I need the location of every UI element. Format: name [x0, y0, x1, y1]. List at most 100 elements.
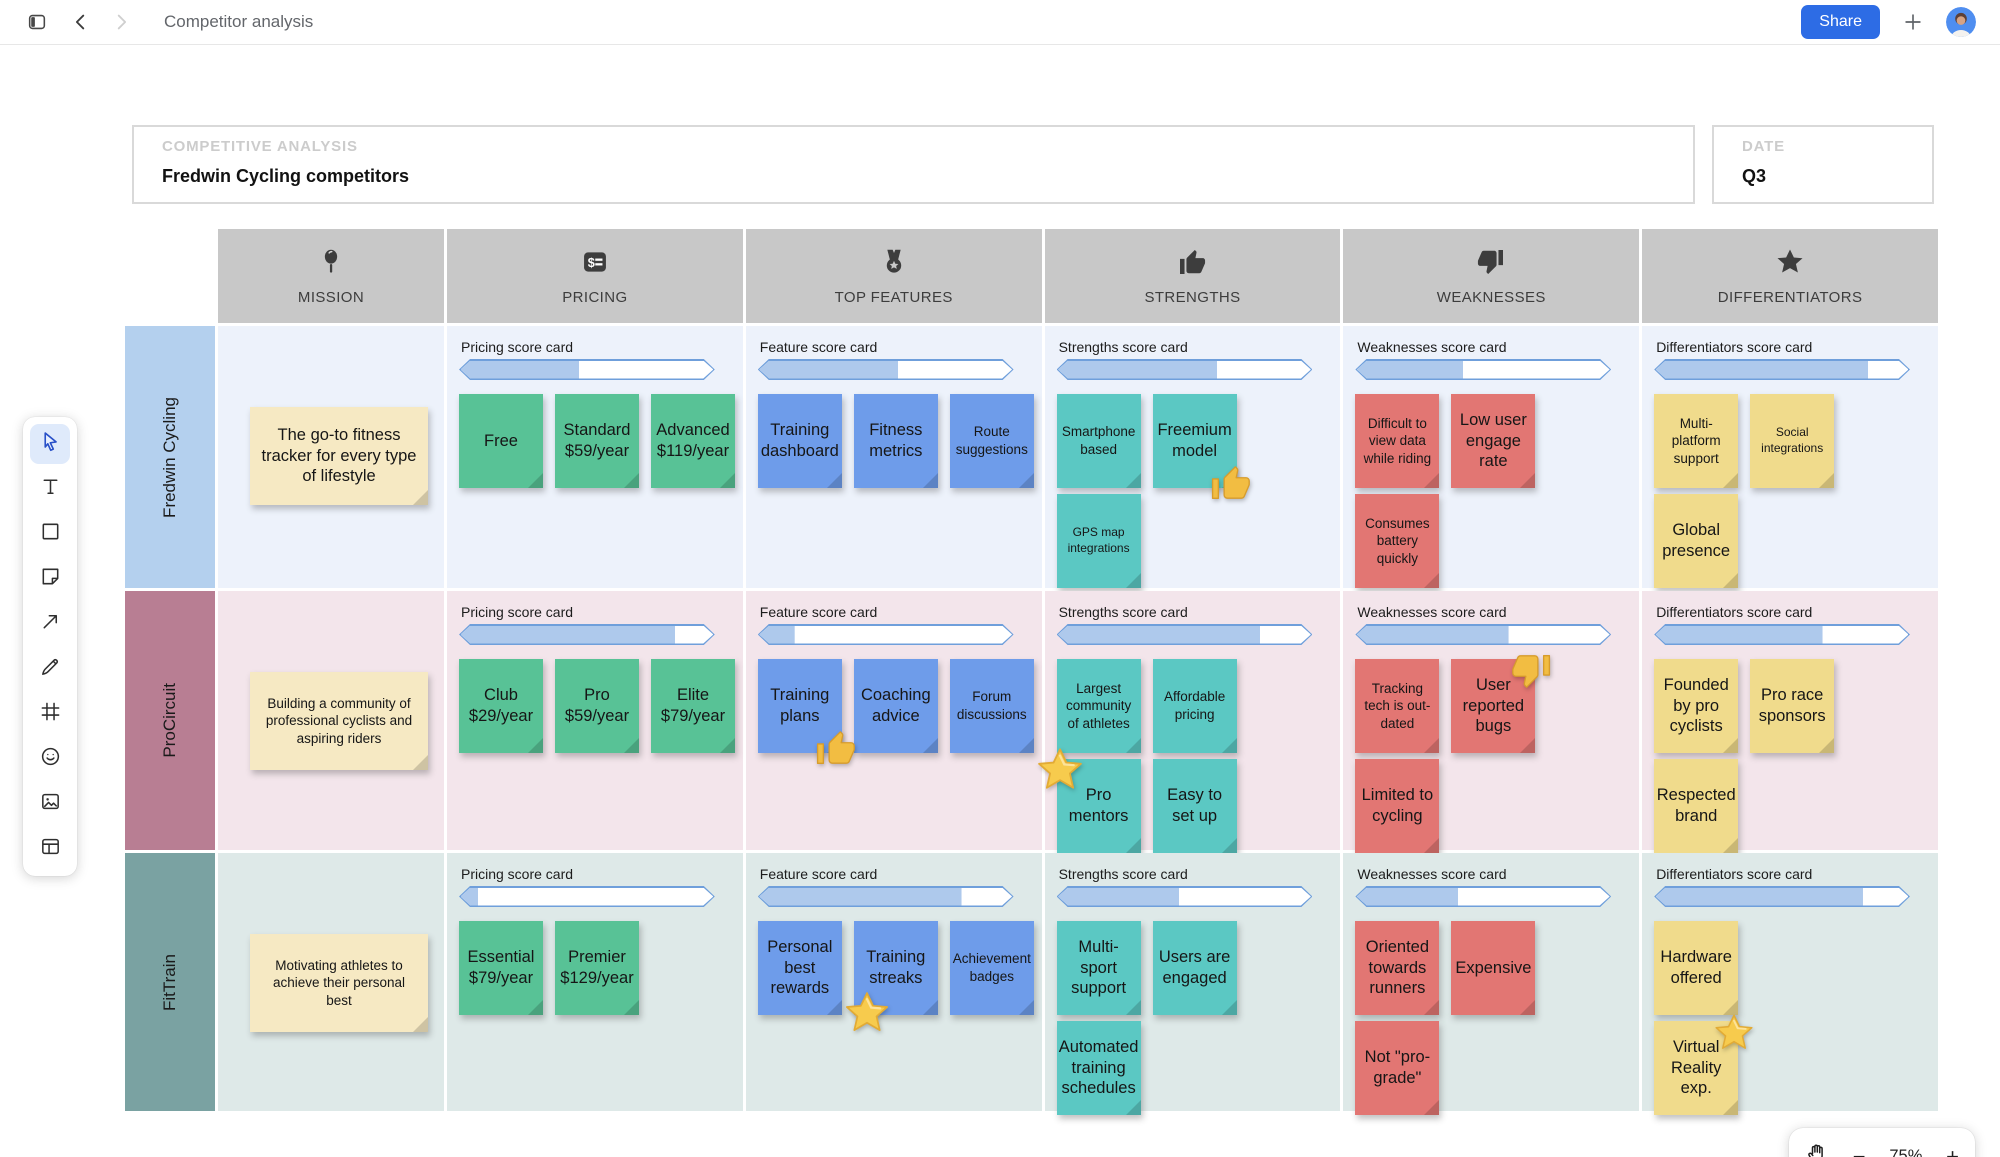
score-card-bar[interactable]	[758, 886, 1014, 907]
sticky-note[interactable]: Largest community of athletes	[1056, 659, 1141, 753]
zoom-level[interactable]: 75%	[1889, 1147, 1923, 1157]
sticky-note[interactable]: Tracking tech is out-dated	[1355, 659, 1440, 753]
sticky-note[interactable]: Not "pro-grade"	[1355, 1021, 1440, 1115]
add-icon[interactable]	[1898, 7, 1928, 37]
sticky-note[interactable]: Building a community of professional cyc…	[250, 672, 428, 770]
text-tool[interactable]	[30, 469, 70, 509]
sticky-note[interactable]: Pro mentors	[1037, 748, 1141, 853]
document-title[interactable]: Competitor analysis	[164, 12, 314, 31]
sticky-note[interactable]: Motivating athletes to achieve their per…	[250, 934, 428, 1032]
sidebar-toggle-icon[interactable]	[22, 7, 52, 37]
sticky-note[interactable]: Consumes battery quickly	[1355, 494, 1440, 588]
sticky-note[interactable]: Freemium model	[1152, 394, 1250, 500]
star-emoji[interactable]	[1711, 1010, 1757, 1056]
thumbs-down-emoji[interactable]	[1508, 648, 1554, 694]
zoom-out-button[interactable]: −	[1852, 1143, 1866, 1157]
sticky-note[interactable]: Fitness metrics	[853, 394, 938, 488]
emoji-tool[interactable]	[30, 739, 70, 779]
score-card-bar[interactable]	[1355, 359, 1611, 380]
sticky-note[interactable]: The go-to fitness tracker for every type…	[250, 407, 428, 505]
sticky-note[interactable]: Virtual Reality exp.	[1654, 1014, 1753, 1115]
frame-tool[interactable]	[30, 694, 70, 734]
sticky-note[interactable]: Founded by pro cyclists	[1654, 659, 1739, 753]
thumbs-up-emoji[interactable]	[1208, 460, 1254, 506]
back-chevron-icon[interactable]	[66, 7, 96, 37]
sticky-note[interactable]: Low user engage rate	[1451, 394, 1536, 488]
sticky-note[interactable]: Achievement badges	[949, 921, 1034, 1015]
sticky-note[interactable]: Hardware offered	[1654, 921, 1739, 1015]
column-header-differentiators[interactable]: DIFFERENTIATORS	[1642, 229, 1938, 323]
shape-tool[interactable]	[30, 514, 70, 554]
sticky-note[interactable]: Limited to cycling	[1355, 759, 1440, 853]
sticky-note[interactable]: Advanced $119/year	[651, 394, 735, 488]
hand-tool-icon[interactable]	[1805, 1142, 1829, 1157]
thumbs-up-emoji[interactable]	[813, 725, 859, 771]
sticky-note[interactable]: Multi-platform support	[1654, 394, 1739, 488]
row-label-fittrain[interactable]: FitTrain	[125, 853, 215, 1111]
sticky-note[interactable]: Forum discussions	[949, 659, 1034, 753]
score-card-bar[interactable]	[758, 359, 1014, 380]
sticky-note[interactable]: Free	[459, 394, 543, 488]
arrow-tool[interactable]	[30, 604, 70, 644]
star-emoji[interactable]	[1033, 743, 1087, 797]
column-header-features[interactable]: TOP FEATURES	[745, 229, 1042, 323]
date-card[interactable]: DATE Q3	[1712, 125, 1934, 204]
score-card-bar[interactable]	[1654, 359, 1910, 380]
score-card-bar[interactable]	[1057, 624, 1313, 645]
star-emoji[interactable]	[841, 987, 893, 1039]
sticky-note-tool[interactable]	[30, 559, 70, 599]
row-label-fredwin-cycling[interactable]: Fredwin Cycling	[125, 326, 215, 588]
score-card-bar[interactable]	[1355, 886, 1611, 907]
forward-chevron-icon[interactable]	[106, 7, 136, 37]
sticky-note[interactable]: Elite $79/year	[651, 659, 735, 753]
sticky-note[interactable]: Multi-sport support	[1056, 921, 1141, 1015]
sticky-note[interactable]: Users are engaged	[1152, 921, 1237, 1015]
avatar[interactable]	[1946, 7, 1976, 37]
sticky-note[interactable]: Coaching advice	[853, 659, 938, 753]
score-card-bar[interactable]	[1057, 886, 1313, 907]
sticky-note[interactable]: Difficult to view data while riding	[1355, 394, 1440, 488]
select-tool[interactable]	[30, 424, 70, 464]
analysis-title-card[interactable]: COMPETITIVE ANALYSIS Fredwin Cycling com…	[132, 125, 1695, 204]
score-card-bar[interactable]	[459, 359, 715, 380]
sticky-note[interactable]: Route suggestions	[949, 394, 1034, 488]
sticky-note[interactable]: Training streaks	[845, 921, 938, 1031]
column-header-mission[interactable]: MISSION	[218, 229, 444, 323]
sticky-note[interactable]: Expensive	[1451, 921, 1536, 1015]
score-card-bar[interactable]	[459, 624, 715, 645]
share-button[interactable]: Share	[1801, 5, 1880, 39]
score-card-bar[interactable]	[1057, 359, 1313, 380]
sticky-note[interactable]: Training plans	[757, 659, 855, 765]
score-card-bar[interactable]	[1654, 886, 1910, 907]
image-tool[interactable]	[30, 784, 70, 824]
zoom-in-button[interactable]: +	[1946, 1143, 1959, 1157]
board-canvas[interactable]: COMPETITIVE ANALYSIS Fredwin Cycling com…	[0, 45, 2000, 1157]
score-card-bar[interactable]	[459, 886, 715, 907]
sticky-note[interactable]: Pro race sponsors	[1750, 659, 1835, 753]
sticky-note[interactable]: Smartphone based	[1056, 394, 1141, 488]
sticky-note[interactable]: Essential $79/year	[459, 921, 543, 1015]
sticky-note[interactable]: Affordable pricing	[1152, 659, 1237, 753]
sticky-note[interactable]: Club $29/year	[459, 659, 543, 753]
sticky-note[interactable]: Standard $59/year	[555, 394, 639, 488]
score-card-bar[interactable]	[1355, 624, 1611, 645]
row-label-procircuit[interactable]: ProCircuit	[125, 591, 215, 850]
sticky-note[interactable]: GPS map integrations	[1056, 494, 1141, 588]
sticky-note[interactable]: Social integrations	[1750, 394, 1835, 488]
sticky-note[interactable]: Oriented towards runners	[1355, 921, 1440, 1015]
pen-tool[interactable]	[30, 649, 70, 689]
sticky-note[interactable]: Pro $59/year	[555, 659, 639, 753]
score-card-bar[interactable]	[1654, 624, 1910, 645]
sticky-note[interactable]: Easy to set up	[1152, 759, 1237, 853]
column-header-strengths[interactable]: STRENGTHS	[1044, 229, 1341, 323]
sticky-note[interactable]: Training dashboard	[757, 394, 842, 488]
column-header-weaknesses[interactable]: WEAKNESSES	[1343, 229, 1640, 323]
table-tool[interactable]	[30, 829, 70, 869]
sticky-note[interactable]: Premier $129/year	[555, 921, 639, 1015]
column-header-pricing[interactable]: $ PRICING	[447, 229, 743, 323]
score-card-bar[interactable]	[758, 624, 1014, 645]
sticky-note[interactable]: Personal best rewards	[757, 921, 842, 1015]
sticky-note[interactable]: Global presence	[1654, 494, 1739, 588]
sticky-note[interactable]: Respected brand	[1654, 759, 1739, 853]
sticky-note[interactable]: User reported bugs	[1451, 654, 1551, 753]
